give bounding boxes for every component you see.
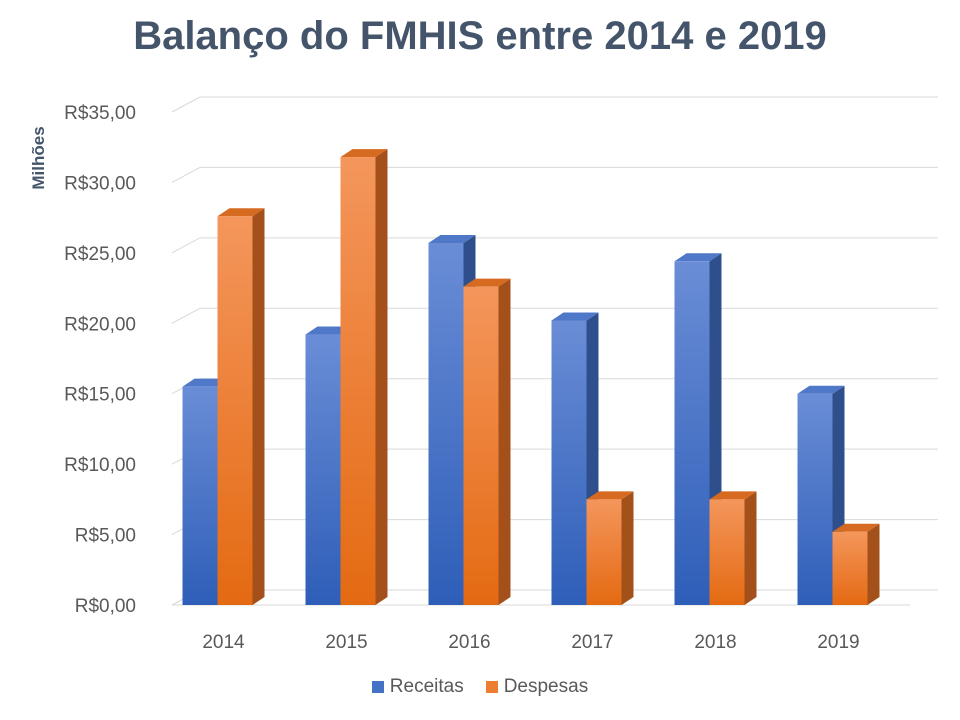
y-axis-ticks: R$0,00 R$5,00 R$10,00 R$15,00 R$20,00 R$25,00… bbox=[64, 103, 136, 617]
x-tick-label: 2017 bbox=[571, 632, 613, 653]
x-tick-label: 2014 bbox=[202, 632, 245, 653]
gridline bbox=[171, 237, 938, 254]
legend-item-despesas: Despesas bbox=[485, 676, 589, 698]
y-tick-label: R$30,00 bbox=[64, 173, 136, 194]
bars bbox=[182, 149, 880, 606]
y-tick-label: R$0,00 bbox=[75, 596, 136, 617]
bar-despesas-2019 bbox=[832, 523, 880, 605]
chart-title: Balanço do FMHIS entre 2014 e 2019 bbox=[133, 14, 827, 58]
y-tick-label: R$25,00 bbox=[64, 244, 136, 265]
x-tick-label: 2019 bbox=[817, 632, 859, 653]
bar-despesas-2017 bbox=[586, 491, 634, 605]
x-tick-label: 2018 bbox=[694, 632, 736, 653]
bar-despesas-2014 bbox=[217, 208, 265, 605]
y-tick-label: R$35,00 bbox=[64, 103, 136, 124]
x-tick-label: 2015 bbox=[325, 632, 367, 653]
y-tick-label: R$15,00 bbox=[64, 385, 136, 406]
y-tick-label: R$20,00 bbox=[64, 314, 136, 335]
y-axis-label: Milhões bbox=[29, 126, 48, 189]
x-axis-ticks: 2014 2015 2016 2017 2018 2019 bbox=[202, 632, 859, 653]
legend-label-receitas: Receitas bbox=[389, 676, 464, 697]
legend-swatch-despesas bbox=[485, 681, 498, 693]
bar-despesas-2018 bbox=[709, 491, 757, 605]
bar-despesas-2016 bbox=[463, 278, 511, 605]
legend: Receitas Despesas bbox=[0, 676, 960, 698]
legend-swatch-receitas bbox=[371, 681, 384, 693]
gridline bbox=[171, 96, 938, 113]
x-tick-label: 2016 bbox=[448, 632, 490, 653]
bar-despesas-2015 bbox=[340, 149, 388, 605]
legend-label-despesas: Despesas bbox=[503, 676, 589, 697]
y-tick-label: R$5,00 bbox=[75, 526, 136, 547]
gridline bbox=[171, 166, 938, 183]
legend-item-receitas: Receitas bbox=[371, 676, 464, 698]
y-tick-label: R$10,00 bbox=[64, 455, 136, 476]
